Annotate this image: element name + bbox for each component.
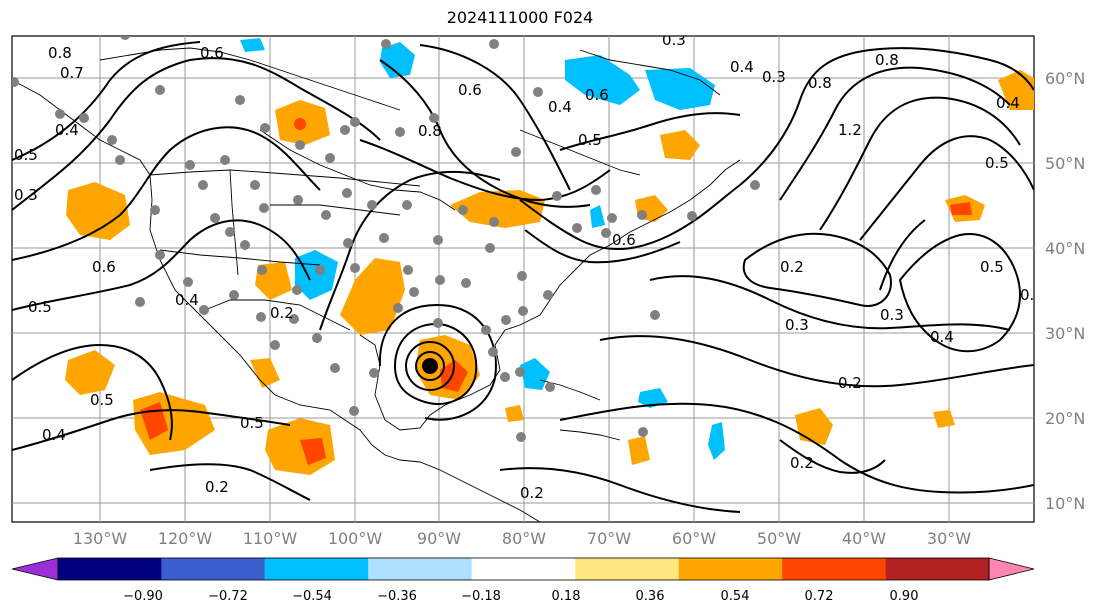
colorbar-tick: 0.18 — [552, 589, 581, 604]
storm-center-marker — [422, 358, 438, 374]
contour-label: 0.2 — [205, 478, 229, 496]
lat-label: 10°N — [1045, 494, 1085, 513]
colorbar-segment — [782, 558, 886, 580]
colorbar-tick: −0.54 — [292, 589, 332, 604]
contour-label: 0.4 — [42, 426, 66, 444]
latitude-labels: 60°N 50°N 40°N 30°N 20°N 10°N — [1045, 69, 1085, 513]
colorbar-segment — [368, 558, 472, 580]
contour-label: 0.3 — [785, 316, 809, 334]
colorbar-tick: −0.72 — [208, 589, 248, 604]
contour-label: 0.5 — [90, 391, 114, 409]
longitude-labels: 130°W 120°W 110°W 100°W 90°W 80°W 70°W 6… — [73, 529, 971, 548]
contour-label: 0.6 — [585, 86, 609, 104]
contour-label: 0.4 — [175, 291, 199, 309]
colorbar-segment — [471, 558, 576, 580]
contour-label: 0.6 — [612, 231, 636, 249]
lat-label: 60°N — [1045, 69, 1085, 88]
contour-label: 0.8 — [808, 74, 832, 92]
colorbar-segment — [678, 558, 783, 580]
contour-lines — [12, 41, 1034, 513]
coastlines — [12, 47, 741, 522]
lon-label: 120°W — [158, 529, 213, 548]
station-markers — [12, 36, 760, 442]
contour-label: 0.5 — [578, 131, 602, 149]
colorbar-tick: 0.90 — [890, 589, 919, 604]
contour-value-labels: 0.8 0.7 0.6 0.4 0.3 0.5 0.6 0.8 0.6 0.4 … — [14, 31, 1044, 502]
lon-label: 30°W — [927, 529, 971, 548]
lon-label: 90°W — [417, 529, 461, 548]
contour-label: 0.2 — [838, 374, 862, 392]
colorbar-outline — [57, 557, 990, 581]
colorbar-tick: 0.72 — [805, 589, 834, 604]
contour-label: 0.5 — [980, 258, 1004, 276]
contour-label: 0.3 — [880, 306, 904, 324]
contour-label: 0.4 — [930, 328, 954, 346]
colorbar-segments — [11, 557, 1035, 581]
contour-label: 0.4 — [730, 58, 754, 76]
contour-label: 0.2 — [780, 258, 804, 276]
contour-label: 0.2 — [520, 484, 544, 502]
lat-label: 50°N — [1045, 154, 1085, 173]
colorbar-tick: −0.18 — [461, 589, 501, 604]
lat-label: 20°N — [1045, 409, 1085, 428]
lon-label: 130°W — [73, 529, 128, 548]
contour-label: 0.6 — [458, 81, 482, 99]
lon-label: 70°W — [587, 529, 631, 548]
contour-label: 0.8 — [875, 51, 899, 69]
map-title: 2024111000 F024 — [446, 8, 594, 27]
contour-label: 0.4 — [55, 121, 79, 139]
colorbar-ticks: −0.90 −0.72 −0.54 −0.36 −0.18 0.18 0.36 … — [123, 589, 918, 604]
contour-label: 0.2 — [1020, 286, 1044, 304]
contour-label: 1.2 — [838, 121, 862, 139]
contour-label: 0.3 — [14, 186, 38, 204]
colorbar-tick: −0.36 — [377, 589, 417, 604]
contour-label: 0.6 — [92, 258, 116, 276]
contour-label: 0.3 — [662, 31, 686, 49]
colorbar-tick: −0.90 — [123, 589, 163, 604]
contour-label: 0.8 — [418, 122, 442, 140]
colorbar-segment — [885, 558, 989, 580]
contour-label: 0.7 — [60, 64, 84, 82]
lat-label: 40°N — [1045, 239, 1085, 258]
colorbar-segment — [161, 558, 265, 580]
contour-label: 0.5 — [240, 414, 264, 432]
colorbar-segment — [58, 558, 162, 580]
contour-label: 0.4 — [548, 98, 572, 116]
contour-label: 0.2 — [270, 304, 294, 322]
contour-label: 0.6 — [200, 44, 224, 62]
colorbar-extend-high — [988, 557, 1035, 581]
contour-label: 0.5 — [14, 146, 38, 164]
colorbar-tick: 0.36 — [636, 589, 665, 604]
contour-label: 0.8 — [48, 44, 72, 62]
lon-label: 50°W — [757, 529, 801, 548]
lon-label: 100°W — [328, 529, 383, 548]
lat-label: 30°N — [1045, 324, 1085, 343]
lon-label: 60°W — [672, 529, 716, 548]
colorbar-segment — [575, 558, 679, 580]
contour-label: 0.4 — [996, 94, 1020, 112]
contour-label: 0.3 — [762, 68, 786, 86]
contour-label: 0.2 — [790, 454, 814, 472]
lon-label: 80°W — [502, 529, 546, 548]
lon-label: 110°W — [243, 529, 298, 548]
contour-label: 0.5 — [28, 298, 52, 316]
map-panel: 0.8 0.7 0.6 0.4 0.3 0.5 0.6 0.8 0.6 0.4 … — [11, 31, 1044, 523]
colorbar-extend-low — [11, 557, 59, 581]
contour-label: 0.5 — [985, 154, 1009, 172]
colorbar-tick: 0.54 — [721, 589, 750, 604]
colorbar-segment — [264, 558, 369, 580]
lon-label: 40°W — [842, 529, 886, 548]
colorbar: −0.90 −0.72 −0.54 −0.36 −0.18 0.18 0.36 … — [11, 557, 1035, 604]
